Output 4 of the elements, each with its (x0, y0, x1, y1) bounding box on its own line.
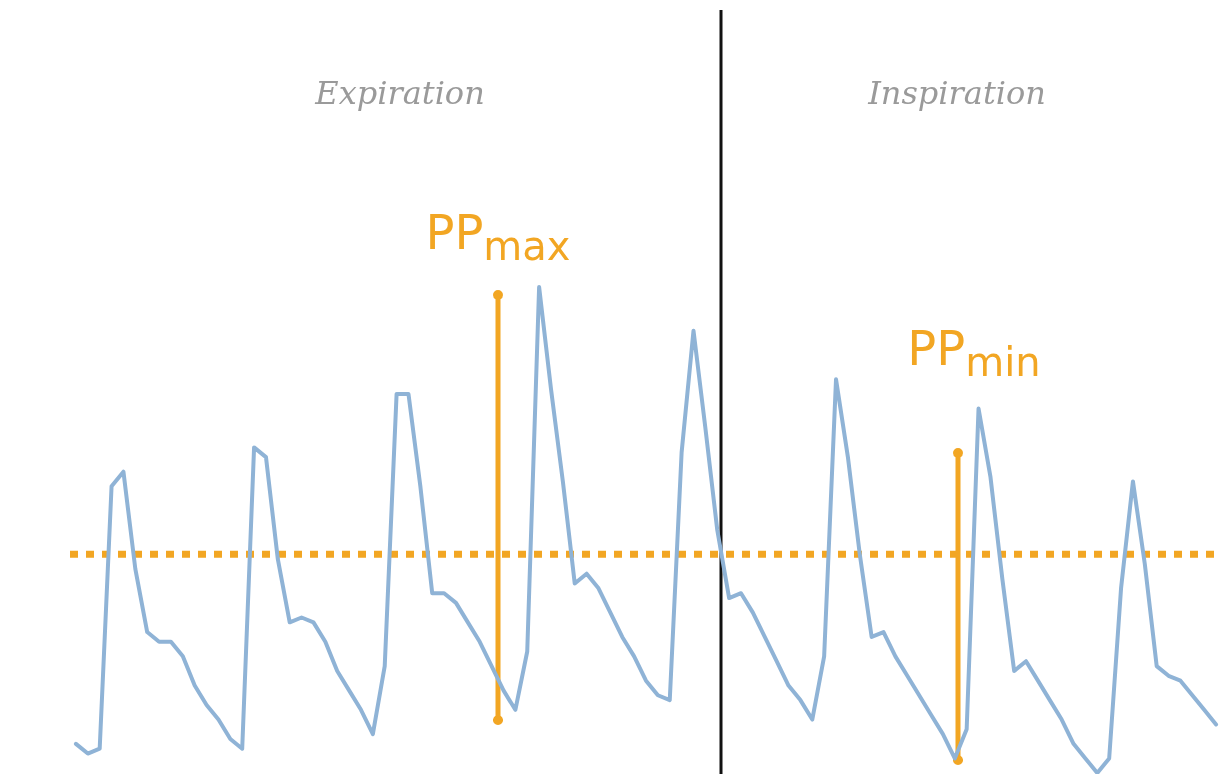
text: Inspiration (867, 74, 1047, 112)
annotation: PP$_{min}$ (906, 320, 1042, 385)
text: Expiration (314, 74, 486, 112)
text: PP$_{max}$ (424, 204, 572, 269)
